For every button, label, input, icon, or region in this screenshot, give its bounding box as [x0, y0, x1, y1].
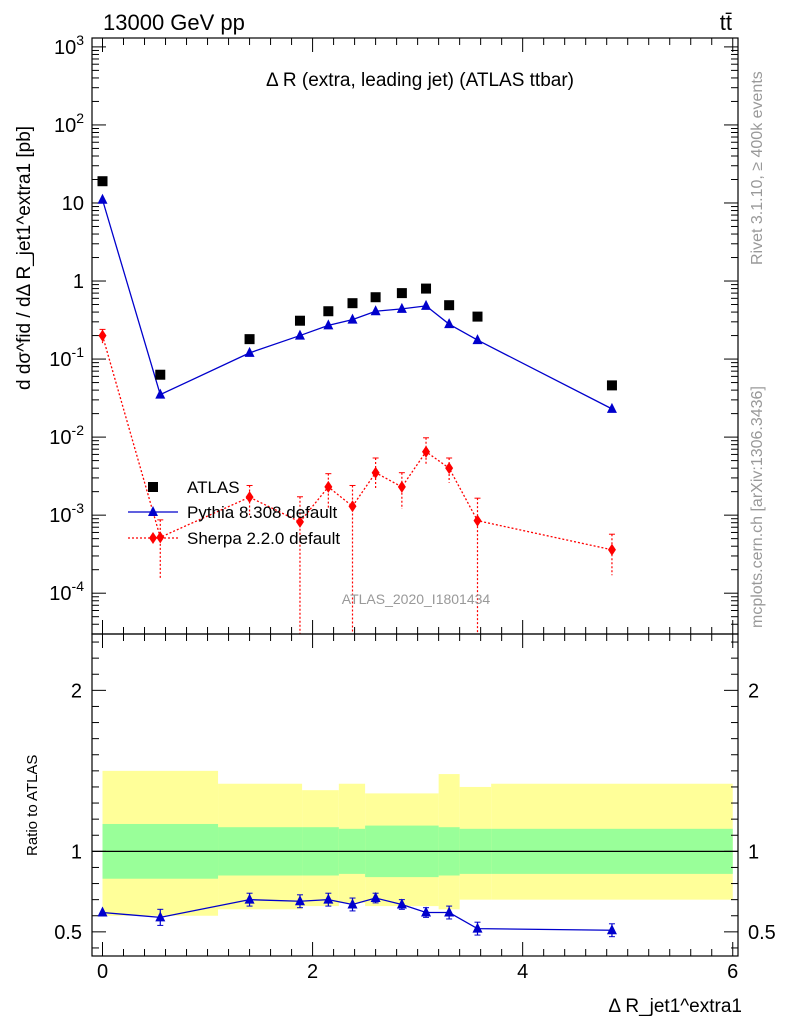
- atlas-point: [294, 315, 305, 326]
- sherpa-line: [101, 335, 613, 551]
- ratio-pythia-point: [421, 906, 432, 917]
- x-tick-label: 6: [727, 961, 738, 983]
- ratio-pythia-point: [294, 895, 305, 906]
- ratio-y-tick-label: 2: [71, 680, 82, 702]
- pythia-point: [444, 318, 455, 329]
- top-y-tick-label: 10: [62, 193, 84, 215]
- top-y-tick-label: 103: [54, 32, 84, 59]
- atlas-point: [421, 283, 432, 294]
- ratio-pythia-point: [370, 892, 381, 903]
- sherpa-point: [98, 329, 107, 342]
- ratio-y-tick-label-right: 2: [748, 680, 759, 702]
- sherpa-point: [348, 500, 357, 513]
- header-left: 13000 GeV pp: [103, 10, 245, 35]
- sherpa-point: [607, 543, 616, 556]
- top-y-tick-label: 10-2: [49, 422, 84, 449]
- ratio-pythia-point: [472, 922, 483, 933]
- sherpa-point: [422, 445, 431, 458]
- legend-sherpa-label: Sherpa 2.2.0 default: [187, 529, 340, 548]
- top-y-axis-label: d dσ^fid / dΔ R_jet1^extra1 [pb]: [14, 126, 35, 390]
- atlas-point: [396, 288, 407, 299]
- atlas-point: [323, 306, 334, 317]
- top-y-tick-label: 10-4: [49, 578, 84, 605]
- mcplots-label: mcplots.cern.ch [arXiv:1306.3436]: [749, 386, 766, 628]
- pythia-point: [370, 305, 381, 316]
- ratio-pythia-point: [444, 906, 455, 917]
- x-tick-label: 0: [97, 961, 108, 983]
- bottom-frame: [91, 633, 739, 957]
- atlas-point: [155, 369, 166, 380]
- ratio-pythia-point: [606, 924, 617, 935]
- legend-pythia-label: Pythia 8.308 default: [187, 503, 338, 522]
- top-y-tick-label: 1: [73, 271, 84, 293]
- ratio-y-tick-label: 1: [71, 841, 82, 863]
- pythia-point: [155, 388, 166, 399]
- legend-sherpa-marker: [149, 532, 157, 544]
- x-axis-label: Δ R_jet1^extra1: [608, 996, 742, 1017]
- ratio-pythia-point: [323, 893, 334, 904]
- top-y-tick-label: 102: [54, 110, 84, 137]
- pythia-line: [101, 199, 613, 410]
- rivet-label: Rivet 3.1.10, ≥ 400k events: [749, 71, 766, 265]
- ratio-pythia-point: [347, 898, 358, 909]
- pythia-point: [472, 334, 483, 345]
- top-y-tick-label: 10-3: [49, 500, 84, 527]
- legend-atlas-label: ATLAS: [187, 478, 240, 497]
- ratio-y-tick-label-right: 1: [748, 841, 759, 863]
- ratio-y-tick-label: 0.5: [54, 922, 82, 944]
- analysis-watermark: ATLAS_2020_I1801434: [342, 591, 491, 607]
- ratio-y-tick-label-right: 0.5: [748, 922, 776, 944]
- legend: ATLAS Pythia 8.308 default Sherpa 2.2.0 …: [128, 478, 340, 548]
- atlas-point: [472, 311, 483, 322]
- pythia-point: [606, 402, 617, 413]
- sherpa-point: [397, 480, 406, 493]
- pythia-point: [244, 346, 255, 357]
- sherpa-point: [371, 466, 380, 479]
- sherpa-point: [324, 480, 333, 493]
- x-tick-label: 4: [517, 961, 528, 983]
- legend-pythia-marker: [148, 506, 158, 516]
- ratio-pythia-point: [396, 898, 407, 909]
- ratio-plot-panel: 0.5 0.5 1 1 2 2 0 2 4 6 Ratio to ATLAS Δ R_jet1^e…: [24, 633, 776, 1017]
- atlas-point: [370, 292, 381, 303]
- atlas-point: [97, 176, 108, 187]
- header-right: tt̄: [720, 10, 732, 35]
- sherpa-point: [156, 531, 165, 544]
- sherpa-point: [295, 515, 304, 528]
- ratio-pythia-point: [155, 911, 166, 922]
- pythia-point: [396, 302, 407, 313]
- ratio-y-axis-label: Ratio to ATLAS: [24, 755, 41, 856]
- pythia-point: [347, 313, 358, 324]
- atlas-point: [347, 298, 358, 309]
- main-plot-panel: 10-4 10-3 10-2 10-1 1 10 102 103 Δ R (extra, le…: [14, 32, 739, 635]
- pythia-point: [97, 193, 108, 204]
- ratio-pythia-point: [97, 906, 108, 917]
- ratio-pythia-line: [102, 897, 612, 931]
- atlas-point: [606, 380, 617, 391]
- x-tick-label: 2: [307, 961, 318, 983]
- pythia-point: [323, 319, 334, 330]
- sherpa-point: [473, 514, 482, 527]
- sherpa-point: [445, 462, 454, 475]
- atlas-point: [244, 334, 255, 345]
- top-y-tick-label: 10-1: [49, 344, 84, 371]
- chart-title: Δ R (extra, leading jet) (ATLAS ttbar): [266, 70, 574, 91]
- legend-atlas-marker: [148, 482, 158, 492]
- atlas-point: [444, 300, 455, 311]
- pythia-point: [294, 329, 305, 340]
- ratio-pythia-point: [244, 893, 255, 904]
- pythia-point: [421, 299, 432, 310]
- sherpa-point: [245, 491, 254, 504]
